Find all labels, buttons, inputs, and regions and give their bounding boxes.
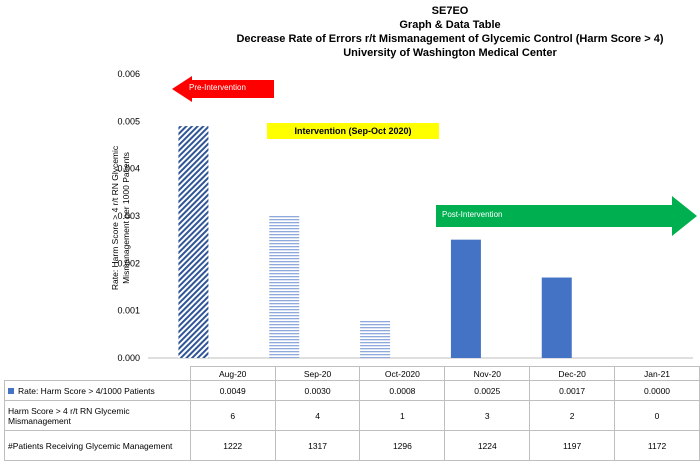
bar <box>450 239 481 358</box>
table-row: Harm Score > 4 r/t RN Glycemic Mismanage… <box>4 400 700 431</box>
table-cell: 1197 <box>529 430 616 461</box>
y-axis-label-line1: Rate: Harm Score > 4 r/t RN Glycemic <box>110 145 120 290</box>
table-header-cell: Dec-20 <box>529 366 616 381</box>
bar <box>178 126 209 358</box>
intervention-label: Intervention (Sep-Oct 2020) <box>267 123 439 139</box>
rate-row-label: Rate: Harm Score > 4/1000 Patients <box>18 385 155 396</box>
chart-subtitle: Graph & Data Table <box>399 19 501 31</box>
chart-title: SE7EO <box>431 5 469 17</box>
chart-title-main: Decrease Rate of Errors r/t Mismanagemen… <box>236 33 664 45</box>
table-corner <box>4 366 191 381</box>
data-table: Aug-20 Sep-20 Oct-2020 Nov-20 Dec-20 Jan… <box>4 366 700 461</box>
table-cell: 0.0049 <box>189 380 276 401</box>
table-header-cell: Aug-20 <box>189 366 276 381</box>
y-tick-label: 0.006 <box>117 69 140 79</box>
table-row-label: Harm Score > 4 r/t RN Glycemic Mismanage… <box>4 400 191 431</box>
table-row: Rate: Harm Score > 4/1000 Patients 0.004… <box>4 380 700 401</box>
table-cell: 0.0000 <box>614 380 700 401</box>
bar-chart: 0.000 0.001 0.002 0.003 0.004 0.005 0.006 Rate… <box>110 69 697 363</box>
table-cell: 0.0025 <box>444 380 531 401</box>
y-tick-label: 0.004 <box>117 164 140 174</box>
chart-title-org: University of Washington Medical Center <box>343 47 557 59</box>
post-intervention-label: Post-Intervention <box>442 210 503 219</box>
table-cell: 0 <box>614 400 700 431</box>
table-cell: 6 <box>189 400 276 431</box>
bar <box>360 320 391 358</box>
y-tick-label: 0.002 <box>117 258 140 268</box>
table-cell: 4 <box>274 400 361 431</box>
y-tick-label: 0.003 <box>117 211 140 221</box>
table-cell: 1 <box>359 400 446 431</box>
table-cell: 0.0030 <box>274 380 361 401</box>
table-cell: 0.0017 <box>529 380 616 401</box>
y-axis-label-line2: Mismanagement per 1000 Patients <box>121 152 131 284</box>
table-cell: 2 <box>529 400 616 431</box>
pre-intervention-arrow <box>172 76 274 102</box>
table-header-cell: Sep-20 <box>274 366 361 381</box>
table-cell: 1172 <box>614 430 700 461</box>
table-cell: 1222 <box>189 430 276 461</box>
table-header-cell: Oct-2020 <box>359 366 446 381</box>
bar <box>541 277 572 358</box>
table-header-cell: Nov-20 <box>444 366 531 381</box>
y-tick-label: 0.000 <box>117 353 140 363</box>
table-cell: 1296 <box>359 430 446 461</box>
y-tick-label: 0.005 <box>117 116 140 126</box>
table-cell: 1224 <box>444 430 531 461</box>
post-intervention-arrow <box>436 196 697 236</box>
table-row-label: #Patients Receiving Glycemic Management <box>4 430 191 461</box>
table-header-cell: Jan-21 <box>614 366 700 381</box>
table-row: #Patients Receiving Glycemic Management … <box>4 430 700 461</box>
legend-swatch <box>8 387 14 394</box>
table-cell: 0.0008 <box>359 380 446 401</box>
y-tick-label: 0.001 <box>117 306 140 316</box>
table-row-label: Rate: Harm Score > 4/1000 Patients <box>4 380 191 401</box>
bar <box>269 216 300 358</box>
table-cell: 3 <box>444 400 531 431</box>
table-cell: 1317 <box>274 430 361 461</box>
chart-titles: SE7EO Graph & Data Table Decrease Rate o… <box>0 4 700 60</box>
pre-intervention-label: Pre-Intervention <box>189 83 246 92</box>
table-header-row: Aug-20 Sep-20 Oct-2020 Nov-20 Dec-20 Jan… <box>4 366 700 381</box>
